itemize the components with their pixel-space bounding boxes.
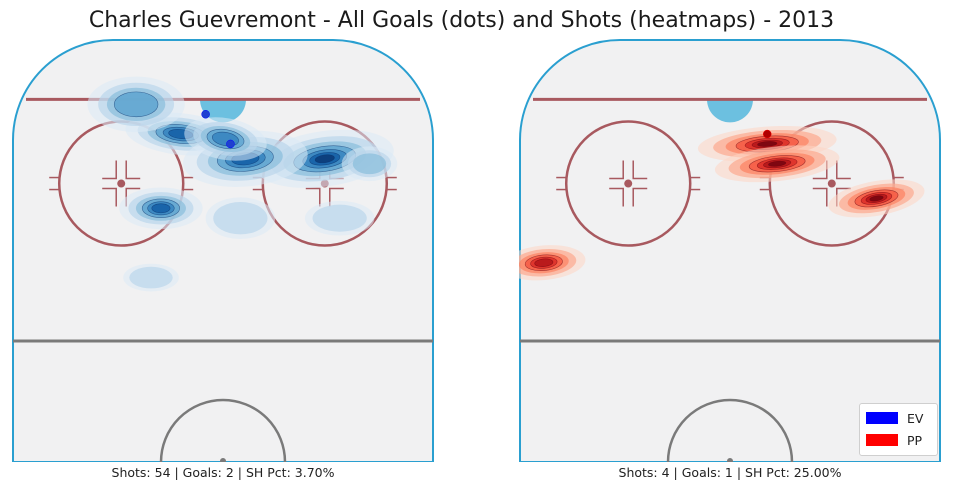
rink-surface: [519, 39, 941, 462]
caption-ev-stats: Shots: 54 | Goals: 2 | SH Pct: 3.70%: [111, 465, 335, 480]
legend: EV PP: [859, 403, 938, 456]
faceoff-dot-left: [117, 179, 126, 188]
faceoff-marking: [125, 160, 141, 180]
rink-boards: [519, 39, 941, 462]
faceoff-dot-right: [827, 179, 836, 188]
shot-density-blob-6-level-2: [352, 153, 387, 175]
shot-density-blob-0-level-6: [314, 154, 335, 164]
faceoff-marking: [102, 187, 117, 207]
faceoff-marking: [609, 187, 624, 207]
shot-density-blob-1-level-6: [768, 160, 787, 167]
faceoff-marking: [305, 187, 321, 207]
legend-swatch-ev: [866, 412, 898, 424]
rink-panel-ev: [12, 39, 434, 462]
shot-density-blob-8-level-1: [129, 266, 173, 289]
faceoff-marking: [609, 160, 624, 180]
shot-density-blob-2-level-6: [869, 195, 884, 202]
faceoff-dot-left: [624, 179, 633, 188]
shot-density-blob-9-level-1: [213, 201, 268, 235]
shot-density-blob-7-level-1: [312, 204, 367, 232]
faceoff-marking: [836, 160, 851, 180]
faceoff-marking: [632, 187, 648, 207]
goal-dot-ev-0: [226, 139, 235, 149]
heatmap-ev: [87, 76, 398, 292]
legend-label-pp: PP: [907, 432, 923, 448]
faceoff-marking: [329, 187, 344, 207]
center-circle: [159, 398, 287, 462]
goal-crease: [200, 99, 246, 123]
center-dot: [727, 458, 733, 462]
legend-item-ev: EV: [866, 410, 923, 426]
legend-item-pp: PP: [866, 432, 922, 448]
heatmap-pp: [519, 125, 925, 281]
faceoff-marking: [632, 160, 648, 180]
chart-title: Charles Guevremont - All Goals (dots) an…: [88, 8, 835, 33]
goal-dot-ev-1: [201, 110, 210, 119]
faceoff-marking: [812, 187, 828, 207]
faceoff-circle-left: [564, 120, 692, 247]
faceoff-marking: [102, 160, 117, 180]
goal-crease: [707, 99, 753, 123]
shot-density-blob-3-level-5: [151, 203, 171, 214]
center-circle: [666, 398, 794, 462]
shot-density-blob-5-level-3: [113, 91, 159, 118]
shot-density-blob-3-level-5: [534, 258, 554, 267]
goal-dot-pp-0: [762, 129, 772, 139]
shot-density-blob-0-level-6: [757, 141, 778, 147]
legend-label-ev: EV: [907, 410, 924, 426]
center-dot: [220, 458, 226, 462]
legend-swatch-pp: [866, 434, 898, 446]
rink-surface: [12, 39, 434, 462]
caption-pp-stats: Shots: 4 | Goals: 1 | SH Pct: 25.00%: [618, 465, 842, 480]
rink-panel-pp: [519, 39, 941, 462]
